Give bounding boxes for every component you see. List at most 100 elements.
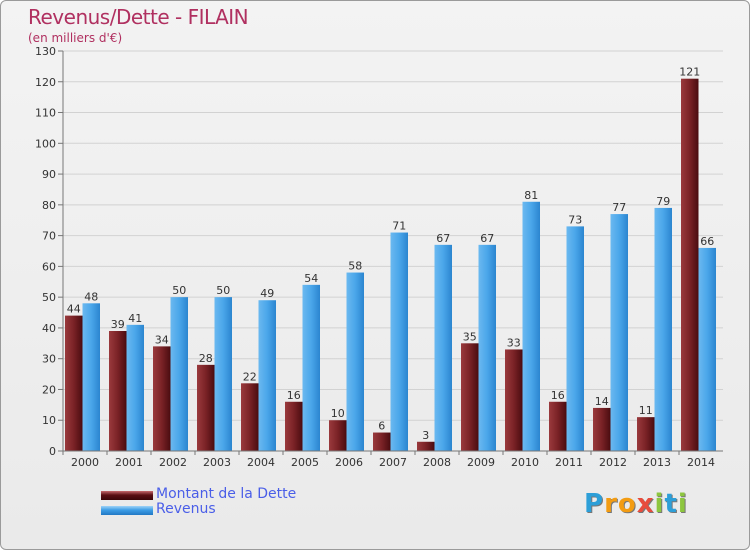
data-label-debt: 6	[378, 420, 385, 433]
x-tick-label: 2006	[335, 456, 363, 469]
y-tick-label: 50	[42, 291, 56, 304]
data-label-revenue: 50	[172, 284, 186, 297]
data-label-revenue: 79	[656, 195, 670, 208]
y-tick-label: 100	[35, 137, 56, 150]
data-label-revenue: 71	[392, 220, 406, 233]
x-tick-label: 2007	[379, 456, 407, 469]
data-label-debt: 33	[507, 336, 521, 349]
legend-label-revenue: Revenus	[156, 501, 216, 517]
y-tick-label: 120	[35, 76, 56, 89]
y-tick-label: 0	[49, 445, 56, 458]
data-label-revenue: 41	[128, 312, 142, 325]
data-label-debt: 14	[595, 395, 609, 408]
data-label-debt: 39	[111, 318, 125, 331]
data-label-revenue: 54	[304, 272, 318, 285]
y-tick-label: 110	[35, 107, 56, 120]
data-label-debt: 28	[199, 352, 213, 365]
bar-debt	[461, 343, 479, 451]
x-tick-label: 2004	[247, 456, 275, 469]
data-label-revenue: 81	[524, 189, 538, 202]
data-label-debt: 34	[155, 333, 169, 346]
x-tick-label: 2008	[423, 456, 451, 469]
bar-debt	[109, 331, 127, 451]
data-label-debt: 3	[422, 429, 429, 442]
x-tick-label: 2009	[467, 456, 495, 469]
data-label-revenue: 77	[612, 201, 626, 214]
chart-subtitle: (en milliers d'€)	[28, 31, 123, 45]
bar-debt	[681, 78, 699, 451]
legend-item-debt: Montant de la Dette	[101, 487, 361, 502]
data-label-debt: 16	[287, 389, 301, 402]
data-label-revenue: 67	[436, 232, 450, 245]
bar-revenue	[82, 303, 100, 451]
y-tick-label: 90	[42, 168, 56, 181]
data-label-debt: 11	[639, 404, 653, 417]
bar-revenue	[654, 207, 672, 451]
bar-debt	[593, 407, 611, 451]
x-tick-label: 2005	[291, 456, 319, 469]
bar-revenue	[698, 247, 716, 451]
bar-revenue	[610, 214, 628, 451]
bar-debt	[153, 346, 171, 451]
data-label-debt: 121	[679, 66, 700, 79]
legend-item-revenue: Revenus	[101, 502, 361, 517]
bar-debt	[285, 401, 303, 451]
legend-swatch-debt	[101, 491, 153, 500]
data-label-revenue: 58	[348, 260, 362, 273]
bar-revenue	[390, 232, 408, 451]
y-tick-label: 10	[42, 414, 56, 427]
data-label-revenue: 67	[480, 232, 494, 245]
y-axis-ticks: 0 10 20 30 40 50 60 70 80 90 100 110 120 130	[35, 45, 63, 458]
bar-debt	[197, 364, 215, 451]
data-label-debt: 16	[551, 389, 565, 402]
y-tick-label: 60	[42, 260, 56, 273]
data-label-revenue: 48	[84, 290, 98, 303]
bar-revenue	[478, 244, 496, 451]
y-tick-label: 80	[42, 199, 56, 212]
data-label-debt: 10	[331, 407, 345, 420]
data-label-revenue: 73	[568, 213, 582, 226]
bar-revenue	[346, 272, 364, 451]
bar-revenue	[170, 297, 188, 451]
data-label-debt: 22	[243, 370, 257, 383]
legend-label-debt: Montant de la Dette	[156, 486, 297, 502]
data-label-debt: 35	[463, 330, 477, 343]
bar-debt	[549, 401, 567, 451]
x-tick-label: 2013	[643, 456, 671, 469]
data-label-revenue: 49	[260, 287, 274, 300]
bar-revenue	[126, 324, 144, 451]
x-tick-label: 2010	[511, 456, 539, 469]
legend-swatch-revenue	[101, 506, 153, 515]
x-tick-label: 2011	[555, 456, 583, 469]
bar-revenue	[566, 226, 584, 451]
data-label-revenue: 66	[700, 235, 714, 248]
chart-title: Revenus/Dette - FILAIN	[28, 5, 249, 29]
bar-debt	[505, 349, 523, 451]
x-tick-label: 2003	[203, 456, 231, 469]
x-tick-label: 2000	[71, 456, 99, 469]
data-label-revenue: 50	[216, 284, 230, 297]
y-tick-label: 30	[42, 353, 56, 366]
bar-debt	[65, 315, 83, 451]
y-tick-label: 40	[42, 322, 56, 335]
x-tick-label: 2014	[687, 456, 715, 469]
bar-revenue	[434, 244, 452, 451]
bar-revenue	[522, 201, 540, 451]
data-label-debt: 44	[67, 303, 81, 316]
y-tick-label: 70	[42, 230, 56, 243]
bars	[65, 78, 716, 451]
x-axis-ticks: 2000 2001 2002 2003 2004 2005 2006 2007 2008 2009…	[62, 451, 715, 469]
bar-revenue	[258, 300, 276, 451]
x-tick-label: 2002	[159, 456, 187, 469]
bar-debt	[329, 420, 347, 451]
x-tick-label: 2001	[115, 456, 143, 469]
bar-debt	[637, 417, 655, 451]
proxiti-logo: Proxiti	[584, 489, 688, 519]
bar-debt	[241, 383, 259, 451]
y-tick-label: 20	[42, 383, 56, 396]
bar-revenue	[302, 284, 320, 451]
bar-debt	[373, 432, 391, 451]
